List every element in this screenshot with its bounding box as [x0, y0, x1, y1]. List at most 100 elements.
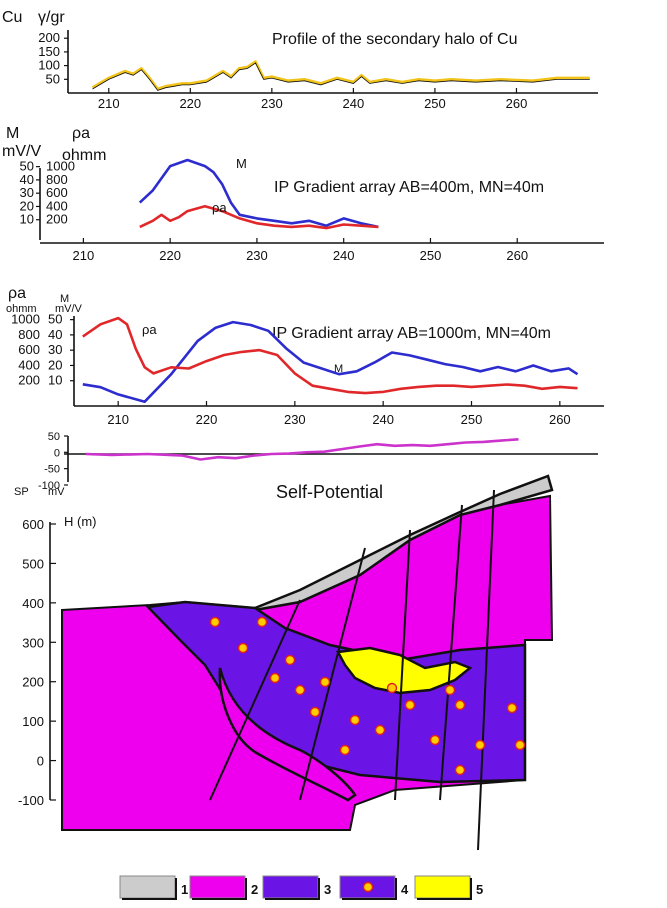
section-y-ticks: 600 500 400 300 200 100 0 -100: [18, 517, 56, 808]
rho-tick-label: 600: [46, 185, 68, 200]
ore-symbol: [309, 706, 321, 718]
x-tick-label: 250: [424, 96, 446, 111]
ore-symbol: [339, 744, 351, 756]
ore-symbol: [209, 616, 221, 628]
y-tick-label: -50: [44, 464, 60, 476]
legend-number: 2: [251, 882, 258, 897]
ip400-y-ticks: 10 200 20 400 30 600 40 800 50 1000: [20, 159, 75, 227]
ore-symbol: [374, 724, 386, 736]
legend-swatch-1: [119, 875, 176, 899]
rho-tick-label: 800: [18, 327, 40, 342]
fault-line: [299, 547, 366, 801]
fault-line: [439, 504, 463, 801]
ore-symbol: [319, 676, 331, 688]
y-tick-label: 200: [38, 30, 60, 45]
rho-series-line: [82, 316, 578, 395]
sp-series: [85, 438, 519, 461]
ore-symbol: [269, 672, 281, 684]
geological-section: H (m) 600 500 400 300 200 100 0 -100: [18, 474, 554, 851]
section-y-tick-label: 600: [22, 517, 44, 532]
sp-chart-title: Self-Potential: [276, 482, 383, 502]
x-tick-label: 220: [159, 248, 181, 263]
y-tick-label: -100: [38, 480, 60, 492]
ip1000-y-ticks: 10 200 20 400 30 600 40 800 50 1000: [11, 312, 74, 388]
y-tick-label: 0: [54, 447, 60, 459]
legend-swatch-2: [189, 875, 246, 899]
ore-symbol: [454, 699, 466, 711]
m-tick-label: 30: [20, 185, 34, 200]
ore-symbol: [474, 739, 486, 751]
ore-symbol: [506, 702, 518, 714]
ore-symbol: [429, 734, 441, 746]
x-tick-label: 230: [246, 248, 268, 263]
sp-label: SP: [14, 486, 29, 498]
ip400-m-unit: mV/V: [2, 143, 41, 160]
legend-ore-symbol: [362, 881, 374, 893]
ip400-series: Mρa: [138, 156, 379, 230]
section-y-tick-label: -100: [18, 793, 44, 808]
x-tick-label: 230: [284, 412, 306, 427]
cu-series-shadow: [92, 62, 590, 91]
cu-chart-title: Profile of the secondary halo of Cu: [272, 31, 517, 48]
m-tick-label: 20: [20, 198, 34, 213]
legend: 1 2 3 4 5: [119, 875, 483, 900]
rho-tick-label: 400: [46, 198, 68, 213]
ore-symbol: [454, 764, 466, 776]
x-tick-label: 230: [261, 96, 283, 111]
cu-unit-label: γ/gr: [38, 9, 65, 26]
m-series-line: [138, 158, 379, 229]
ore-symbols: [209, 616, 526, 776]
x-tick-label: 220: [196, 412, 218, 427]
ip400-rho-unit: ohmm: [62, 147, 106, 164]
m-tick-label: 50: [48, 312, 62, 327]
rho-tick-label: 1000: [46, 159, 75, 174]
ore-symbol: [284, 654, 296, 666]
x-tick-label: 220: [179, 96, 201, 111]
layer5-ore-zone: [336, 646, 473, 695]
sp-unit: mV: [48, 486, 65, 498]
rho-series-label: ρa: [212, 200, 227, 215]
section-y-label: H (m): [64, 514, 97, 529]
rho-tick-label: 200: [18, 373, 40, 388]
ore-symbol: [237, 642, 249, 654]
ip1000-series: Mρa: [82, 316, 579, 404]
y-tick-label: 150: [38, 44, 60, 59]
section-y-tick-label: 500: [22, 556, 44, 571]
section-y-tick-label: 100: [22, 714, 44, 729]
ore-symbol: [444, 684, 456, 696]
ip400-rho-label: ρa: [72, 125, 90, 142]
fault-line: [477, 489, 495, 851]
x-tick-label: 210: [73, 248, 95, 263]
cu-label: Cu: [2, 9, 22, 26]
ore-symbol: [294, 684, 306, 696]
layer1-overburden: [253, 474, 554, 612]
ip1000-x-ticks: 210 220 230 240 250 260: [107, 401, 571, 427]
ore-symbol: [349, 714, 361, 726]
layer3-inner-lens: [218, 667, 357, 802]
ore-symbol: [404, 699, 416, 711]
rho-tick-label: 200: [46, 212, 68, 227]
ore-symbol: [514, 739, 526, 751]
ore-symbol: [386, 682, 398, 694]
fault-line: [394, 529, 411, 801]
ip1000-rho-unit: ohmm: [6, 303, 37, 315]
y-tick-label: 50: [48, 431, 60, 443]
legend-swatch-5: [414, 875, 471, 899]
fault-line: [209, 599, 301, 801]
cu-series: [91, 60, 590, 91]
rho-tick-label: 600: [18, 342, 40, 357]
sp-y-ticks: 50 0 -50 -100: [38, 431, 68, 492]
m-series-line: [82, 320, 579, 404]
rho-annotation: ρa: [142, 322, 157, 337]
rho-tick-label: 400: [18, 357, 40, 372]
m-tick-label: 40: [48, 327, 62, 342]
m-series-label: M: [236, 156, 247, 171]
x-tick-label: 240: [343, 96, 365, 111]
x-tick-label: 210: [98, 96, 120, 111]
m-tick-label: 50: [20, 159, 34, 174]
ip400-chart-title: IP Gradient array AB=400m, MN=40m: [274, 179, 544, 196]
x-tick-label: 260: [506, 96, 528, 111]
